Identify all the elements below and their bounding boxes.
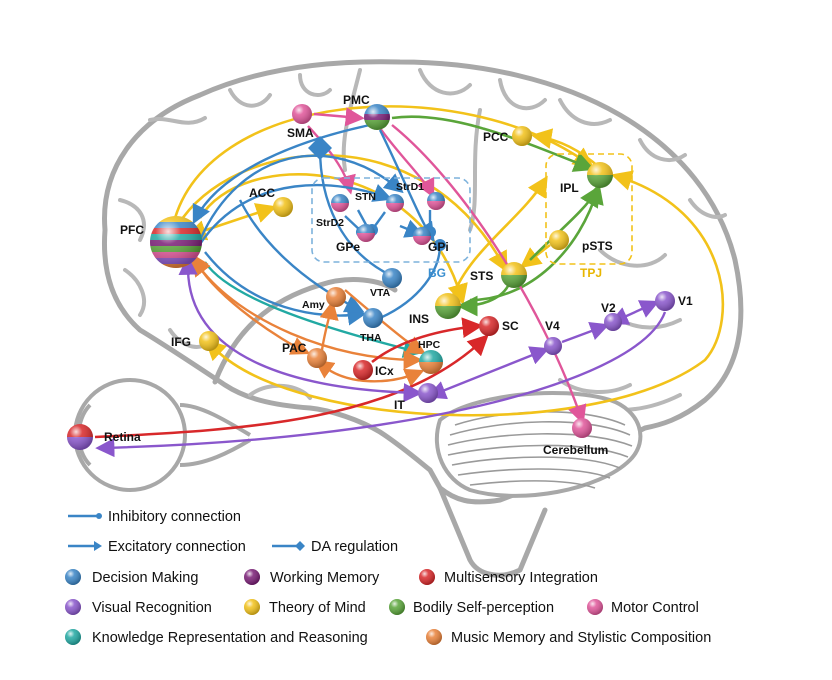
label-pac: PAC — [282, 341, 307, 355]
label-pcc: PCC — [483, 130, 509, 144]
sts-node — [501, 262, 527, 288]
label-retina: Retina — [104, 430, 141, 444]
label-v2: V2 — [601, 301, 616, 315]
legend-motor: Motor Control — [611, 600, 699, 616]
legend-decision: Decision Making — [92, 570, 198, 586]
pfc-node — [150, 216, 202, 268]
legend-working-memory: Working Memory — [270, 570, 380, 586]
legend-da: DA regulation — [311, 539, 398, 555]
label-pfc: PFC — [120, 223, 144, 237]
label-tha: THA — [360, 332, 382, 344]
label-gpe: GPe — [336, 240, 360, 254]
bodily-connections — [391, 115, 604, 317]
legend-bodily: Bodily Self-perception — [413, 600, 554, 616]
label-bg: BG — [428, 266, 446, 280]
label-sma: SMA — [287, 126, 314, 140]
label-icx: ICx — [375, 364, 394, 378]
gpi-node — [413, 227, 431, 245]
label-acc: ACC — [249, 186, 275, 200]
pmc-node — [364, 104, 390, 130]
visual-connections — [95, 255, 667, 458]
ipl-node — [587, 162, 613, 188]
label-ifg: IFG — [171, 335, 191, 349]
strd1-node — [427, 192, 445, 210]
eye-outline — [73, 378, 252, 492]
legend-multisensory: Multisensory Integration — [444, 570, 598, 586]
label-ins: INS — [409, 312, 429, 326]
label-sts: STS — [470, 269, 493, 283]
label-v1: V1 — [678, 294, 693, 308]
legend-visual: Visual Recognition — [92, 600, 212, 616]
hpc-node — [419, 350, 443, 374]
tpj-box — [545, 153, 633, 265]
label-cerebellum: Cerebellum — [543, 443, 608, 457]
label-gpi: GPi — [428, 240, 449, 254]
legend-tom: Theory of Mind — [269, 600, 366, 616]
label-it: IT — [394, 398, 405, 412]
legend-functions: Decision Making Working Memory Multisens… — [65, 569, 711, 646]
label-vta: VTA — [370, 287, 391, 299]
legend-inhibitory: Inhibitory connection — [108, 509, 241, 525]
label-strd1: StrD1 — [396, 181, 424, 193]
gpe-node — [357, 224, 375, 242]
legend-excitatory: Excitatory connection — [108, 539, 246, 555]
retina-node — [67, 424, 93, 450]
legend-music: Music Memory and Stylistic Composition — [451, 630, 711, 646]
tom-connections — [162, 105, 725, 417]
label-hpc: HPC — [418, 339, 441, 351]
label-tpj: TPJ — [580, 266, 602, 280]
label-strd2: StrD2 — [316, 217, 344, 229]
label-amy: Amy — [302, 299, 325, 311]
strd1b-node — [386, 194, 404, 212]
label-stn: STN — [355, 191, 376, 203]
label-v4: V4 — [545, 319, 560, 333]
stn-node — [331, 194, 349, 212]
bg-box — [311, 177, 471, 263]
motor-connections — [307, 107, 587, 425]
label-psts: pSTS — [582, 239, 613, 253]
legend-connections: Inhibitory connection Excitatory connect… — [68, 509, 398, 555]
label-ipl: IPL — [560, 181, 579, 195]
label-sc: SC — [502, 319, 519, 333]
ins-node — [435, 293, 461, 319]
legend-knowledge: Knowledge Representation and Reasoning — [92, 630, 368, 646]
label-pmc: PMC — [343, 93, 370, 107]
